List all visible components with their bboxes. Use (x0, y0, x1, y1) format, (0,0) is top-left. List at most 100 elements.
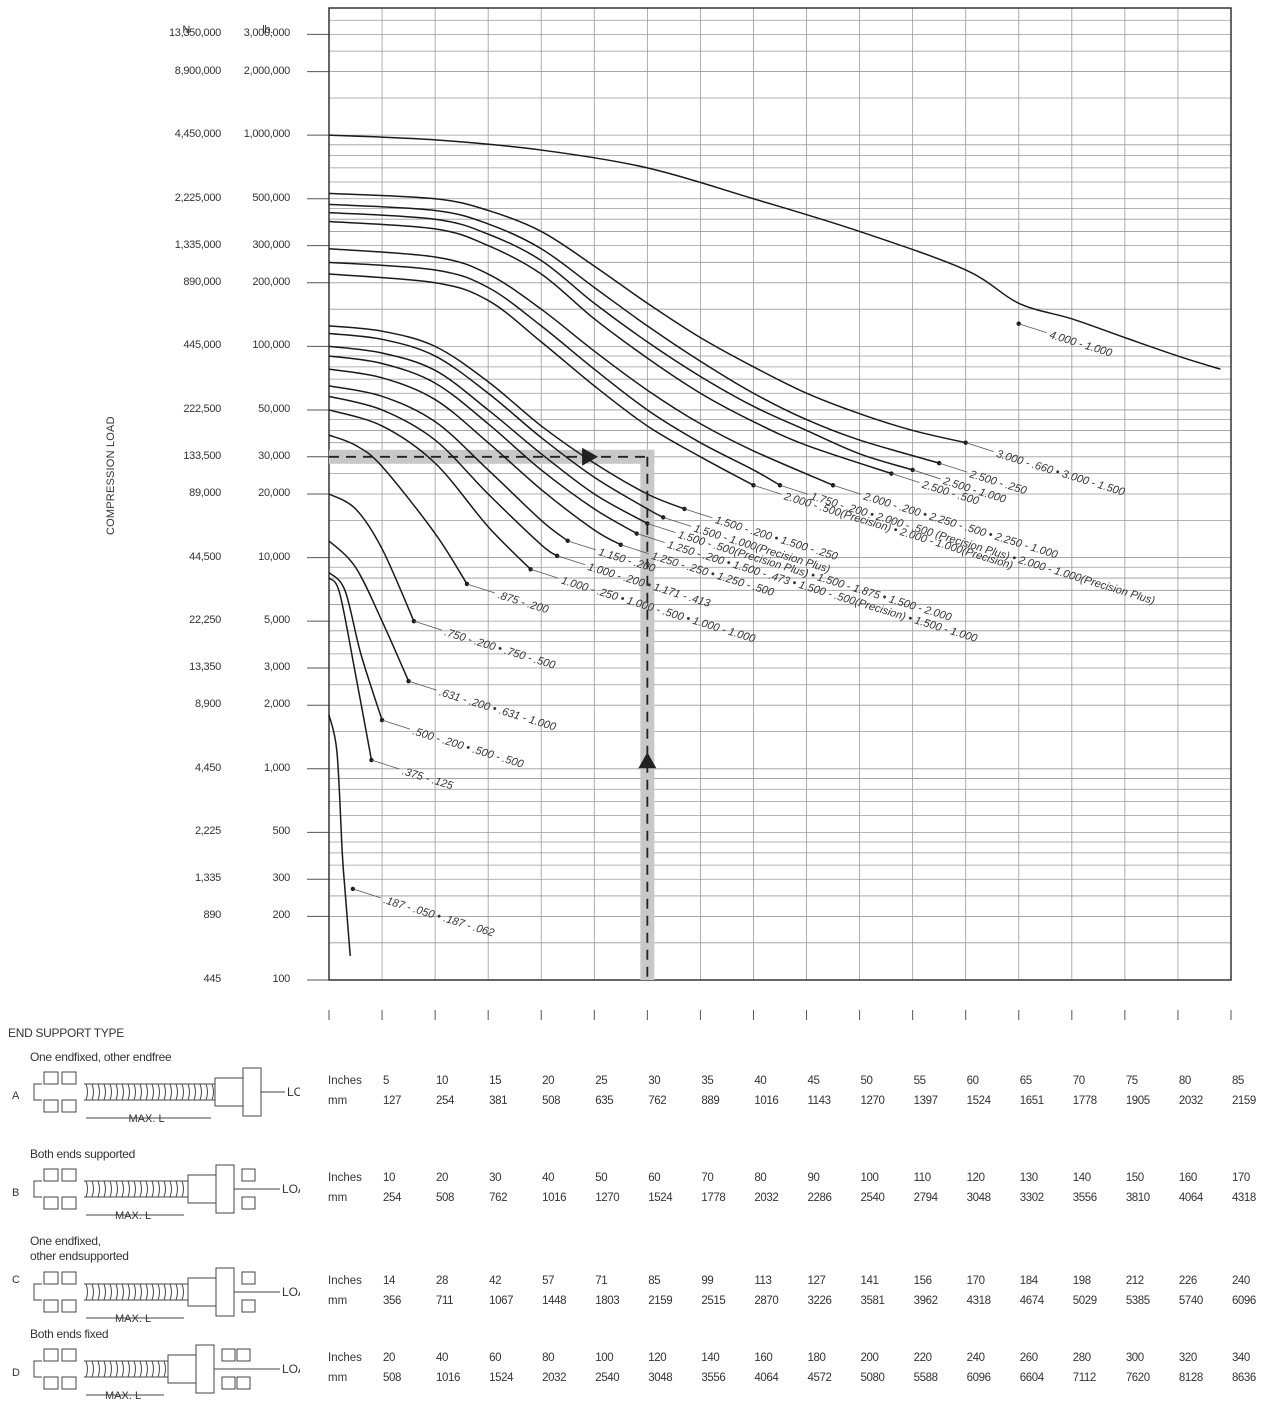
length-mm-value: 5080 (860, 1372, 885, 1384)
length-inches-value: 85 (1231, 1075, 1244, 1087)
series-label: .187 - .050 • .187 - .062 (382, 894, 496, 939)
length-inches-value: 25 (595, 1075, 608, 1087)
length-mm-value: 3048 (648, 1372, 673, 1384)
length-inches-value: 30 (489, 1172, 502, 1184)
length-inches-value: 280 (1072, 1352, 1091, 1364)
length-mm-value: 635 (595, 1095, 614, 1107)
series-label: 4.000 - 1.000 (1048, 329, 1114, 360)
length-inches-value: 40 (754, 1075, 767, 1087)
length-inches-value: 57 (542, 1275, 555, 1287)
end-support-diagram: LOAD MAX. L (33, 1067, 300, 1125)
series-leader (753, 484, 782, 495)
y-tick-label-n: 2,225 (194, 825, 221, 838)
series-leader (832, 484, 862, 495)
length-mm-value: 1397 (913, 1095, 938, 1107)
series-curve (328, 332, 664, 519)
series-label-dot (910, 467, 915, 473)
length-inches-value: 200 (860, 1352, 879, 1364)
length-inches-value: 10 (383, 1172, 395, 1184)
length-mm-value: 6604 (1019, 1372, 1044, 1384)
length-mm-value: 5588 (913, 1372, 938, 1384)
length-inches-value: 240 (1231, 1275, 1250, 1287)
length-inches-value: 60 (489, 1352, 502, 1364)
length-inches-value: 70 (701, 1172, 714, 1184)
length-inches-value: 42 (489, 1275, 502, 1287)
series-leader (381, 719, 411, 730)
series-leader (371, 759, 400, 770)
y-tick-label-n: 1,335,000 (174, 238, 222, 251)
series-curve (328, 577, 373, 761)
length-inches-value: 120 (966, 1172, 985, 1184)
row-letter: B (12, 1187, 20, 1199)
length-inches-value: 170 (966, 1275, 985, 1287)
y-tick-label-n: 89,000 (189, 487, 221, 499)
series-leader (779, 484, 809, 495)
series-curve (328, 368, 622, 546)
length-mm-value: 5385 (1125, 1295, 1150, 1307)
example-arrow-up (638, 752, 657, 769)
length-inches-value: 141 (860, 1275, 879, 1287)
y-tick-label-n: 8,900 (194, 698, 221, 711)
length-inches-value: 50 (595, 1172, 608, 1184)
length-mm-value: 3556 (701, 1372, 726, 1384)
series-leader (891, 473, 920, 483)
y-tick-label-lb: 3,000,000 (243, 27, 291, 40)
length-inches-value: 226 (1178, 1275, 1197, 1287)
length-mm-value: 1016 (542, 1192, 567, 1204)
y-tick-label-n: 22,250 (189, 614, 221, 627)
length-mm-value: 4572 (807, 1372, 832, 1384)
row-description: Both ends fixed (30, 1327, 109, 1341)
series-leader (530, 568, 559, 579)
y-tick-label-lb: 3,000 (263, 661, 290, 674)
y-tick-label-lb: 300,000 (252, 238, 290, 251)
series-curve (328, 714, 351, 956)
length-inches-value: 150 (1125, 1172, 1144, 1184)
length-inches-value: 127 (807, 1275, 826, 1287)
end-support-row-d: D Both ends fixed LOAD MAX. L Inches mm 20 508 4… (0, 1325, 1270, 1417)
length-mm-value: 1067 (489, 1295, 514, 1307)
length-inches-value: 40 (436, 1352, 449, 1364)
unit-mm-label: mm (328, 1372, 348, 1384)
length-inches-value: 5 (383, 1075, 389, 1087)
y-tick-label-lb: 500 (272, 825, 291, 838)
y-tick-label-lb: 20,000 (258, 487, 290, 499)
y-tick-label-n: 4,450 (194, 761, 221, 774)
length-inches-value: 30 (648, 1075, 661, 1087)
series-leader (413, 620, 443, 631)
length-inches-value: 85 (648, 1275, 661, 1287)
load-label: LOAD (282, 1362, 300, 1376)
y-tick-label-n: 13,350 (189, 661, 221, 674)
length-mm-value: 1524 (489, 1372, 514, 1384)
length-inches-value: 15 (489, 1075, 502, 1087)
y-tick-label-n: 222,500 (183, 402, 221, 415)
length-inches-value: 120 (648, 1352, 667, 1364)
end-support-row-c: C One endfixed,other endsupported LOAD MAX.… (0, 1232, 1270, 1325)
series-leader (567, 540, 596, 551)
length-mm-value: 1803 (595, 1295, 620, 1307)
length-mm-value: 1778 (1072, 1095, 1097, 1107)
length-inches-value: 140 (1072, 1172, 1091, 1184)
row-letter: D (12, 1367, 20, 1379)
length-inches-value: 113 (754, 1275, 772, 1287)
length-mm-value: 2032 (542, 1372, 567, 1384)
length-inches-value: 300 (1125, 1352, 1144, 1364)
series-curve (328, 395, 558, 557)
length-inches-value: 180 (807, 1352, 826, 1364)
y-tick-label-lb: 200,000 (252, 275, 290, 288)
series-curve (328, 409, 532, 570)
length-mm-value: 1016 (436, 1372, 461, 1384)
length-mm-value: 254 (383, 1192, 401, 1204)
load-label: LOAD (287, 1085, 300, 1099)
length-inches-value: 55 (913, 1075, 926, 1087)
length-inches-value: 71 (595, 1275, 608, 1287)
row-letter: A (12, 1090, 20, 1102)
length-inches-value: 75 (1125, 1075, 1138, 1087)
unit-mm-label: mm (328, 1095, 348, 1107)
unit-inches-label: Inches (328, 1275, 362, 1287)
length-inches-value: 240 (966, 1352, 985, 1364)
length-inches-value: 80 (1178, 1075, 1191, 1087)
length-mm-value: 4674 (1019, 1295, 1044, 1307)
series-leader (408, 680, 437, 691)
length-mm-value: 3556 (1072, 1192, 1097, 1204)
y-tick-label-lb: 5,000 (263, 614, 290, 627)
